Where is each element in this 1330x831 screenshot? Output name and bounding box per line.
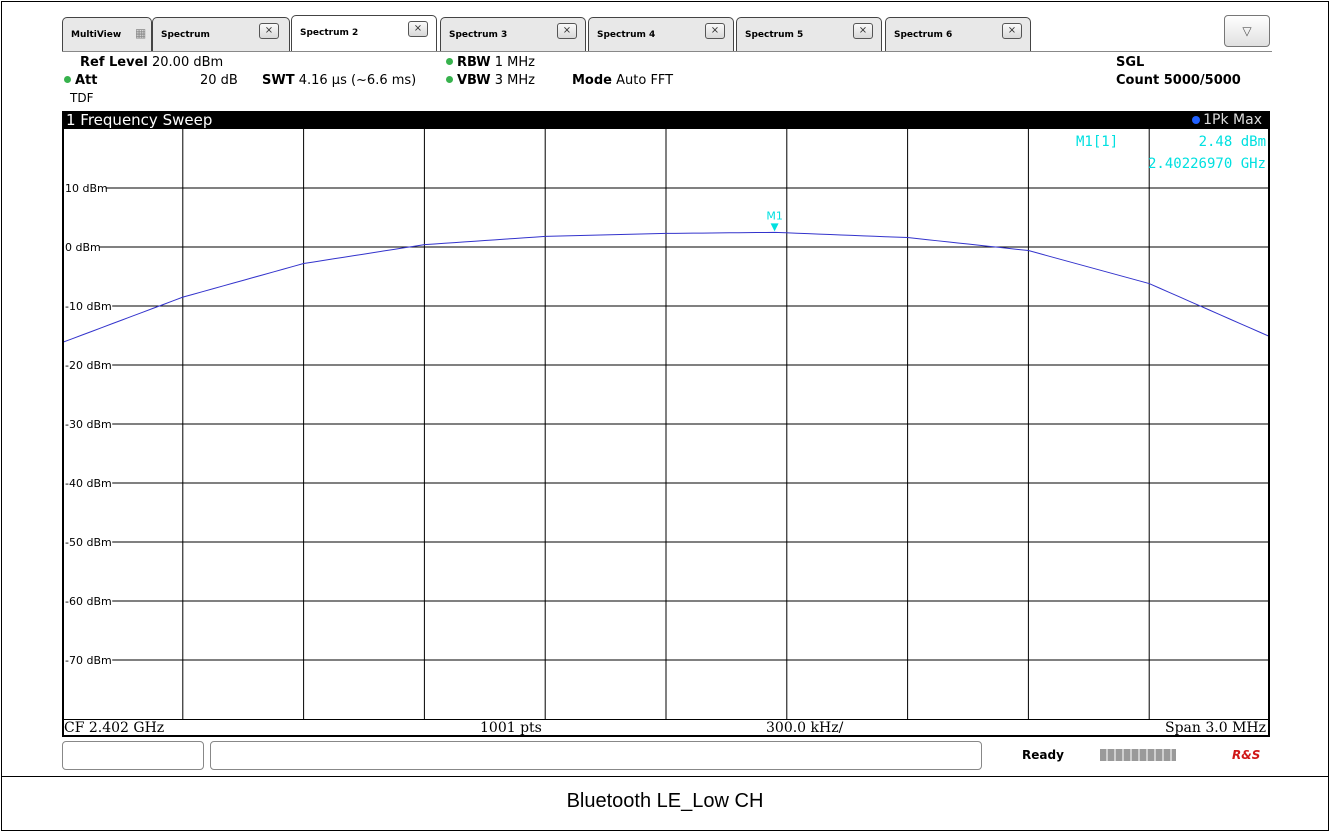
- markers: M1: [766, 209, 783, 232]
- tab-label: Spectrum 4: [597, 30, 656, 40]
- close-icon[interactable]: ⨯: [259, 23, 279, 39]
- spectrum-plot[interactable]: 10 dBm 0 dBm -10 dBm -20 dBm -30 dBm -40 dBm -…: [62, 129, 1270, 719]
- y-tick-label: 0 dBm: [65, 241, 101, 254]
- tab-spectrum-4[interactable]: Spectrum 4 ⨯: [588, 17, 734, 51]
- att-value: 20 dB: [200, 73, 238, 88]
- tab-spectrum[interactable]: Spectrum ⨯: [152, 17, 290, 51]
- swt: SWT 4.16 µs (~6.6 ms): [262, 73, 416, 88]
- y-tick-label: -60 dBm: [65, 595, 112, 608]
- status-box-left: [62, 741, 204, 770]
- trace-dot-icon: [1192, 116, 1201, 124]
- tab-label: Spectrum: [161, 30, 210, 40]
- trace-label: 1Pk Max: [1203, 112, 1262, 128]
- diagram-title-bar: 1 Frequency Sweep 1Pk Max: [62, 111, 1270, 129]
- mode-label: Mode: [572, 73, 612, 88]
- rbw: RBW 1 MHz: [446, 55, 535, 70]
- tab-label: Spectrum 5: [745, 30, 804, 40]
- footer-span: Span 3.0 MHz: [1164, 720, 1266, 736]
- y-tick-label: 10 dBm: [65, 182, 108, 195]
- tab-label: Spectrum 3: [449, 30, 508, 40]
- att-label: Att: [75, 73, 98, 88]
- att: Att: [64, 73, 98, 88]
- marker-triangle-icon[interactable]: [770, 223, 779, 232]
- tab-spectrum-2[interactable]: Spectrum 2 ⨯: [291, 15, 437, 51]
- trace-line: [62, 231, 1270, 344]
- mode: Mode Auto FFT: [572, 73, 673, 88]
- y-tick-label: -40 dBm: [65, 477, 112, 490]
- close-icon[interactable]: ⨯: [853, 23, 873, 39]
- tab-dropdown-button[interactable]: ▽: [1224, 15, 1270, 47]
- close-icon[interactable]: ⨯: [1002, 23, 1022, 39]
- y-tick-label: -30 dBm: [65, 418, 112, 431]
- diagram-footer: CF 2.402 GHz 1001 pts 300.0 kHz/ Span 3.…: [62, 719, 1270, 737]
- swt-label: SWT: [262, 73, 295, 88]
- plot-right-border: [1268, 111, 1270, 737]
- tab-label: Spectrum 6: [894, 30, 953, 40]
- horizontal-grid: [99, 187, 1270, 661]
- trace-indicator: 1Pk Max: [1192, 111, 1262, 129]
- status-dot-icon: [446, 58, 453, 65]
- vbw: VBW 3 MHz: [446, 73, 535, 88]
- y-tick-label: -10 dBm: [65, 300, 112, 313]
- tab-multiview[interactable]: MultiView ▦: [62, 17, 152, 51]
- close-icon[interactable]: ⨯: [705, 23, 725, 39]
- rbw-value: 1 MHz: [494, 55, 535, 70]
- tab-spectrum-6[interactable]: Spectrum 6 ⨯: [885, 17, 1031, 51]
- status-dot-icon: [446, 76, 453, 83]
- mode-value: Auto FFT: [616, 73, 674, 88]
- triangle-down-icon: ▽: [1242, 24, 1252, 38]
- y-tick-label: -20 dBm: [65, 359, 112, 372]
- marker-readout-name: M1[1]: [1076, 134, 1118, 150]
- ref-level-label: Ref Level: [80, 55, 148, 70]
- tab-baseline: [62, 51, 1272, 52]
- brand-logo: R&S: [1232, 748, 1261, 762]
- vbw-label: VBW: [457, 73, 491, 88]
- y-tick-label: -70 dBm: [65, 654, 112, 667]
- close-icon[interactable]: ⨯: [557, 23, 577, 39]
- sgl-label: SGL: [1116, 55, 1145, 70]
- marker-readout-level: 2.48 dBm: [1199, 134, 1266, 150]
- marker-label: M1: [766, 209, 783, 222]
- rbw-label: RBW: [457, 55, 491, 70]
- sweep-progress-bar: [1100, 749, 1176, 761]
- status-dot-icon: [64, 76, 71, 83]
- ref-level: Ref Level 20.00 dBm: [80, 55, 223, 70]
- figure-caption: Bluetooth LE_Low CH: [566, 790, 764, 812]
- diagram-title: 1 Frequency Sweep: [66, 111, 213, 129]
- footer-division: 300.0 kHz/: [766, 720, 844, 736]
- close-icon[interactable]: ⨯: [408, 21, 428, 37]
- vbw-value: 3 MHz: [494, 73, 535, 88]
- footer-sweep-points: 1001 pts: [480, 720, 542, 736]
- tab-label: MultiView: [71, 30, 122, 40]
- caption-separator: [1, 776, 1329, 777]
- multiview-grid-icon: ▦: [135, 26, 147, 40]
- y-tick-label: -50 dBm: [65, 536, 112, 549]
- ref-level-value: 20.00 dBm: [152, 55, 224, 70]
- status-ready: Ready: [1022, 748, 1064, 762]
- tab-label: Spectrum 2: [300, 28, 359, 38]
- sweep-count: Count 5000/5000: [1116, 73, 1241, 88]
- tdf-label: TDF: [70, 91, 94, 105]
- y-tick-labels: 10 dBm 0 dBm -10 dBm -20 dBm -30 dBm -40 dBm -…: [65, 182, 112, 667]
- swt-value: 4.16 µs (~6.6 ms): [298, 73, 417, 88]
- footer-center-frequency: CF 2.402 GHz: [64, 720, 165, 736]
- tab-spectrum-3[interactable]: Spectrum 3 ⨯: [440, 17, 586, 51]
- status-message-box: [210, 741, 982, 770]
- tab-spectrum-5[interactable]: Spectrum 5 ⨯: [736, 17, 882, 51]
- plot-left-border: [62, 111, 64, 737]
- marker-readout-frequency: 2.40226970 GHz: [1148, 156, 1266, 172]
